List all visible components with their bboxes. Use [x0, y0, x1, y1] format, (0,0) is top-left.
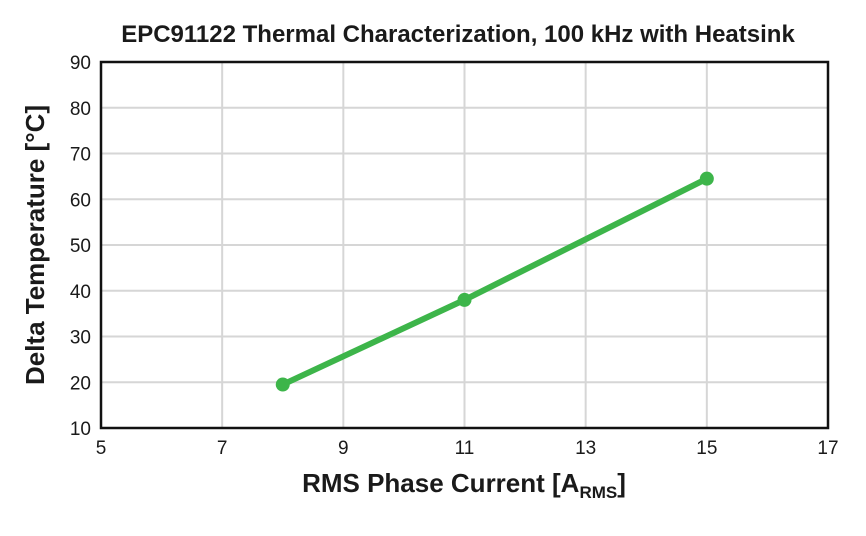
x-axis-label-subscript: RMS [579, 483, 617, 502]
x-tick-labels: 5 7 9 11 13 15 17 [96, 438, 839, 459]
x-tick-label: 17 [817, 438, 838, 459]
data-point [457, 292, 472, 307]
x-tick-label: 15 [696, 438, 717, 459]
x-axis-label-suffix: ] [617, 468, 626, 498]
x-tick-label: 13 [575, 438, 596, 459]
y-tick-label: 90 [70, 53, 91, 74]
y-tick-labels: 10 20 30 40 50 60 70 80 90 [70, 53, 91, 440]
x-axis-label: RMS Phase Current [ARMS] [302, 468, 626, 502]
x-tick-label: 7 [217, 438, 228, 459]
y-tick-label: 80 [70, 99, 91, 120]
y-tick-label: 50 [70, 236, 91, 257]
y-tick-label: 20 [70, 373, 91, 394]
y-tick-label: 10 [70, 419, 91, 440]
y-tick-label: 70 [70, 145, 91, 166]
plot-frame [99, 60, 830, 430]
series-line [279, 175, 710, 388]
data-point [699, 171, 714, 186]
chart-title: EPC91122 Thermal Characterization, 100 k… [121, 21, 795, 48]
grid [101, 62, 828, 428]
x-axis-label-main: RMS Phase Current [A [302, 468, 580, 498]
series-layer [275, 171, 714, 392]
x-tick-label: 9 [338, 438, 349, 459]
y-tick-label: 60 [70, 190, 91, 211]
data-point [275, 377, 290, 392]
y-axis-label: Delta Temperature [°C] [20, 105, 50, 385]
x-tick-label: 11 [455, 438, 475, 459]
y-tick-label: 30 [70, 328, 91, 349]
y-tick-label: 40 [70, 282, 91, 303]
x-tick-label: 5 [96, 438, 107, 459]
